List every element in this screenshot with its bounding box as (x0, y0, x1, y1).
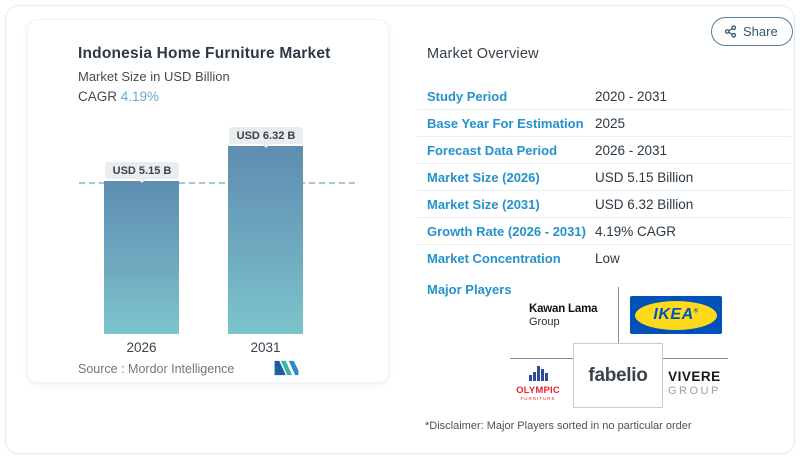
fabelio-logo: fabelio (573, 343, 663, 408)
vivere-logo-subtext: GROUP (668, 385, 721, 398)
row-value: USD 6.32 Billion (595, 196, 694, 212)
olympic-logo-text: OLYMPIC (516, 385, 560, 396)
overview-title: Market Overview (427, 46, 539, 62)
source-value: Mordor Intelligence (128, 362, 235, 376)
share-button[interactable]: Share (711, 17, 793, 46)
row-value: 2026 - 2031 (595, 142, 668, 158)
cagr-line: CAGR 4.19% (78, 89, 159, 104)
share-icon (724, 25, 737, 38)
bar-2031 (228, 146, 303, 334)
cagr-label: CAGR (78, 89, 118, 104)
table-row: Forecast Data Period 2026 - 2031 (417, 137, 791, 164)
table-row: Market Size (2031) USD 6.32 Billion (417, 191, 791, 218)
row-value: 2025 (595, 115, 626, 131)
row-label: Market Concentration (427, 251, 561, 266)
chart-panel: Indonesia Home Furniture Market Market S… (27, 19, 389, 383)
vivere-logo-text: VIVERE (668, 369, 721, 384)
row-label: Market Size (2031) (427, 196, 540, 212)
bar-2026 (104, 181, 179, 334)
ikea-logo-oval: IKEA® (635, 300, 717, 330)
kawan-lama-logo: Kawan Lama Group (529, 303, 598, 329)
row-value: 2020 - 2031 (595, 88, 668, 104)
overview-table: Study Period 2020 - 2031 Base Year For Es… (417, 83, 791, 272)
kawan-lama-name: Kawan Lama (529, 303, 598, 315)
row-value: USD 5.15 Billion (595, 169, 694, 185)
table-row: Study Period 2020 - 2031 (417, 83, 791, 110)
major-players-label: Major Players (427, 282, 512, 297)
chart-title: Indonesia Home Furniture Market (78, 45, 331, 62)
bar-value-label-2031: USD 6.32 B (229, 127, 303, 148)
players-connector-vertical (618, 287, 619, 343)
cagr-value: 4.19% (120, 89, 160, 104)
chart-subtitle: Market Size in USD Billion (78, 69, 230, 84)
olympic-logo-subtext: FURNITURE (520, 396, 556, 402)
olympic-building-icon (528, 366, 548, 381)
fabelio-logo-text: fabelio (588, 364, 648, 386)
disclaimer-text: *Disclaimer: Major Players sorted in no … (425, 420, 692, 432)
row-label: Forecast Data Period (427, 142, 558, 158)
row-value: 4.19% CAGR (595, 223, 677, 239)
ikea-logo: IKEA® (630, 296, 722, 334)
row-label: Growth Rate (2026 - 2031) (427, 223, 586, 239)
share-button-label: Share (743, 24, 778, 39)
reference-dashed-line (79, 182, 355, 184)
row-label: Study Period (427, 88, 508, 104)
table-row: Market Size (2026) USD 5.15 Billion (417, 164, 791, 191)
vivere-logo: VIVERE GROUP (668, 369, 721, 398)
players-connector-left (510, 358, 573, 359)
table-row: Growth Rate (2026 - 2031) 4.19% CAGR (417, 218, 791, 245)
players-connector-right (663, 358, 728, 359)
olympic-logo: OLYMPIC FURNITURE (510, 366, 566, 401)
row-value: Low (595, 251, 620, 266)
registered-mark: ® (693, 308, 699, 315)
x-axis-label-2026: 2026 (126, 340, 157, 355)
mordor-intelligence-logo-icon (274, 360, 299, 376)
table-row: Base Year For Estimation 2025 (417, 110, 791, 137)
source-line: Source : Mordor Intelligence (78, 362, 234, 376)
row-label: Base Year For Estimation (427, 115, 584, 131)
source-label: Source : (78, 362, 125, 376)
x-axis-label-2031: 2031 (250, 340, 281, 355)
ikea-logo-text: IKEA® (653, 306, 699, 323)
table-row: Market Concentration Low (417, 245, 791, 272)
bar-value-label-2026: USD 5.15 B (105, 162, 179, 183)
kawan-lama-group: Group (529, 316, 560, 329)
row-label: Market Size (2026) (427, 169, 540, 185)
